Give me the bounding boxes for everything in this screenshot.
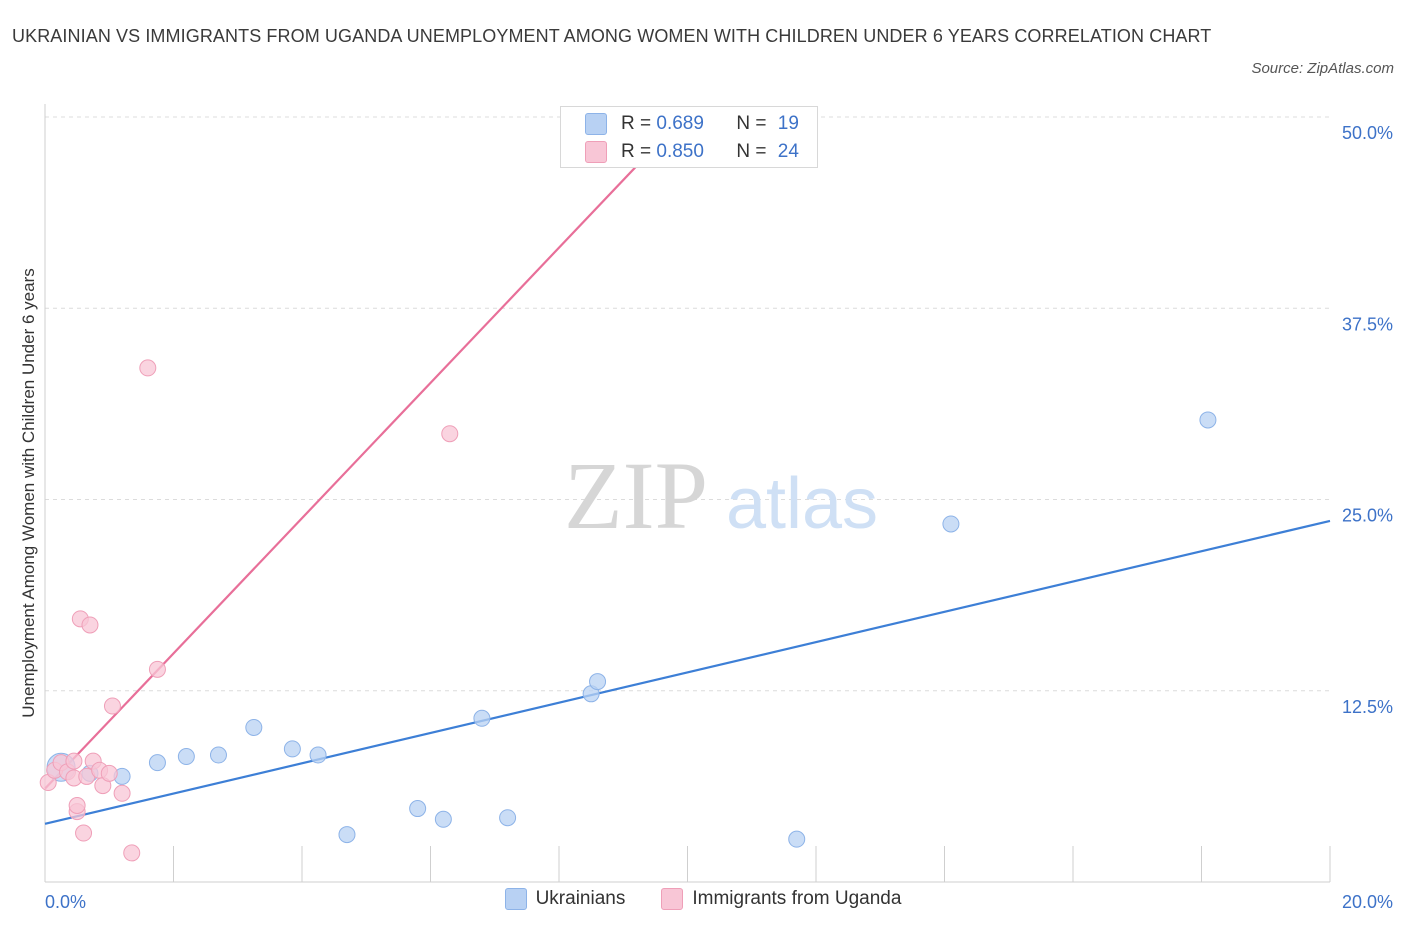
trend-line-ukrainians <box>44 519 1331 825</box>
legend-n-label: N = <box>736 141 772 162</box>
data-point-uganda[interactable] <box>441 425 459 443</box>
data-point-ukrainians[interactable] <box>148 754 166 772</box>
gridlines <box>45 116 1330 692</box>
legend-swatch-uganda <box>585 141 607 163</box>
data-point-uganda[interactable] <box>68 797 86 814</box>
watermark-zip: ZIP <box>564 442 708 549</box>
data-point-ukrainians[interactable] <box>942 515 960 533</box>
data-point-ukrainians[interactable] <box>434 810 452 828</box>
legend-label-ukrainians: Ukrainians <box>535 888 626 909</box>
data-point-ukrainians[interactable] <box>473 709 491 727</box>
legend-n-value: 24 <box>777 141 799 162</box>
data-point-ukrainians[interactable] <box>245 718 263 736</box>
data-point-ukrainians[interactable] <box>409 800 427 818</box>
x-axis-ticks <box>44 846 1331 882</box>
legend-swatch-ukrainians <box>504 888 527 910</box>
legend-row-uganda: R = 0.850 N = 24 <box>585 138 799 166</box>
correlation-legend: R = 0.689 N = 19 R = 0.850 N = 24 <box>560 106 818 168</box>
legend-n-label: N = <box>736 113 772 134</box>
data-point-uganda[interactable] <box>139 359 157 377</box>
legend-r-label: R = <box>621 141 657 162</box>
data-point-uganda[interactable] <box>65 752 83 770</box>
watermark-atlas: atlas <box>726 464 878 544</box>
legend-r-value: 0.689 <box>656 113 704 134</box>
y-tick-label: 25.0% <box>1342 506 1393 526</box>
data-points <box>39 108 1217 862</box>
data-point-uganda[interactable] <box>103 697 121 715</box>
data-point-uganda[interactable] <box>100 764 118 782</box>
y-tick-labels: 12.5% 25.0% 37.5% 50.0% <box>1342 123 1393 717</box>
y-axis-label: Unemployment Among Women with Children U… <box>19 268 38 717</box>
legend-row-ukrainians: R = 0.689 N = 19 <box>585 110 799 138</box>
trend-line-uganda <box>44 111 689 790</box>
x-tick-label-min: 0.0% <box>45 892 86 912</box>
legend-r-value: 0.850 <box>656 141 704 162</box>
trend-lines <box>44 111 1331 825</box>
series-legend: Ukrainians Immigrants from Uganda <box>0 888 1406 910</box>
watermark: ZIP atlas <box>564 442 878 549</box>
legend-swatch-ukrainians <box>585 113 607 135</box>
data-point-ukrainians[interactable] <box>499 809 517 827</box>
data-point-ukrainians[interactable] <box>209 746 227 764</box>
y-tick-label: 50.0% <box>1342 123 1393 143</box>
y-tick-label: 37.5% <box>1342 314 1393 334</box>
legend-swatch-uganda <box>661 888 684 910</box>
data-point-ukrainians[interactable] <box>283 740 301 758</box>
legend-label-uganda: Immigrants from Uganda <box>692 888 902 909</box>
legend-n-value: 19 <box>777 113 799 134</box>
data-point-ukrainians[interactable] <box>338 826 356 844</box>
data-point-ukrainians[interactable] <box>1199 411 1217 429</box>
chart-title: UKRAINIAN VS IMMIGRANTS FROM UGANDA UNEM… <box>12 26 1212 46</box>
source-credit: Source: ZipAtlas.com <box>1251 60 1394 77</box>
data-point-ukrainians[interactable] <box>788 830 806 848</box>
data-point-ukrainians[interactable] <box>309 746 327 764</box>
x-tick-label-max: 20.0% <box>1342 892 1393 912</box>
data-point-ukrainians[interactable] <box>177 748 195 766</box>
data-point-uganda[interactable] <box>81 616 99 634</box>
legend-item-uganda[interactable]: Immigrants from Uganda <box>661 888 901 910</box>
legend-r-label: R = <box>621 113 657 134</box>
legend-item-ukrainians[interactable]: Ukrainians <box>504 888 626 910</box>
data-point-uganda[interactable] <box>123 844 141 862</box>
data-point-uganda[interactable] <box>75 824 93 842</box>
data-point-uganda[interactable] <box>113 784 131 802</box>
x-tick-labels: 0.0% 20.0% <box>45 892 1393 912</box>
data-point-uganda[interactable] <box>148 660 166 678</box>
data-point-ukrainians[interactable] <box>589 673 607 691</box>
y-tick-label: 12.5% <box>1342 697 1393 717</box>
